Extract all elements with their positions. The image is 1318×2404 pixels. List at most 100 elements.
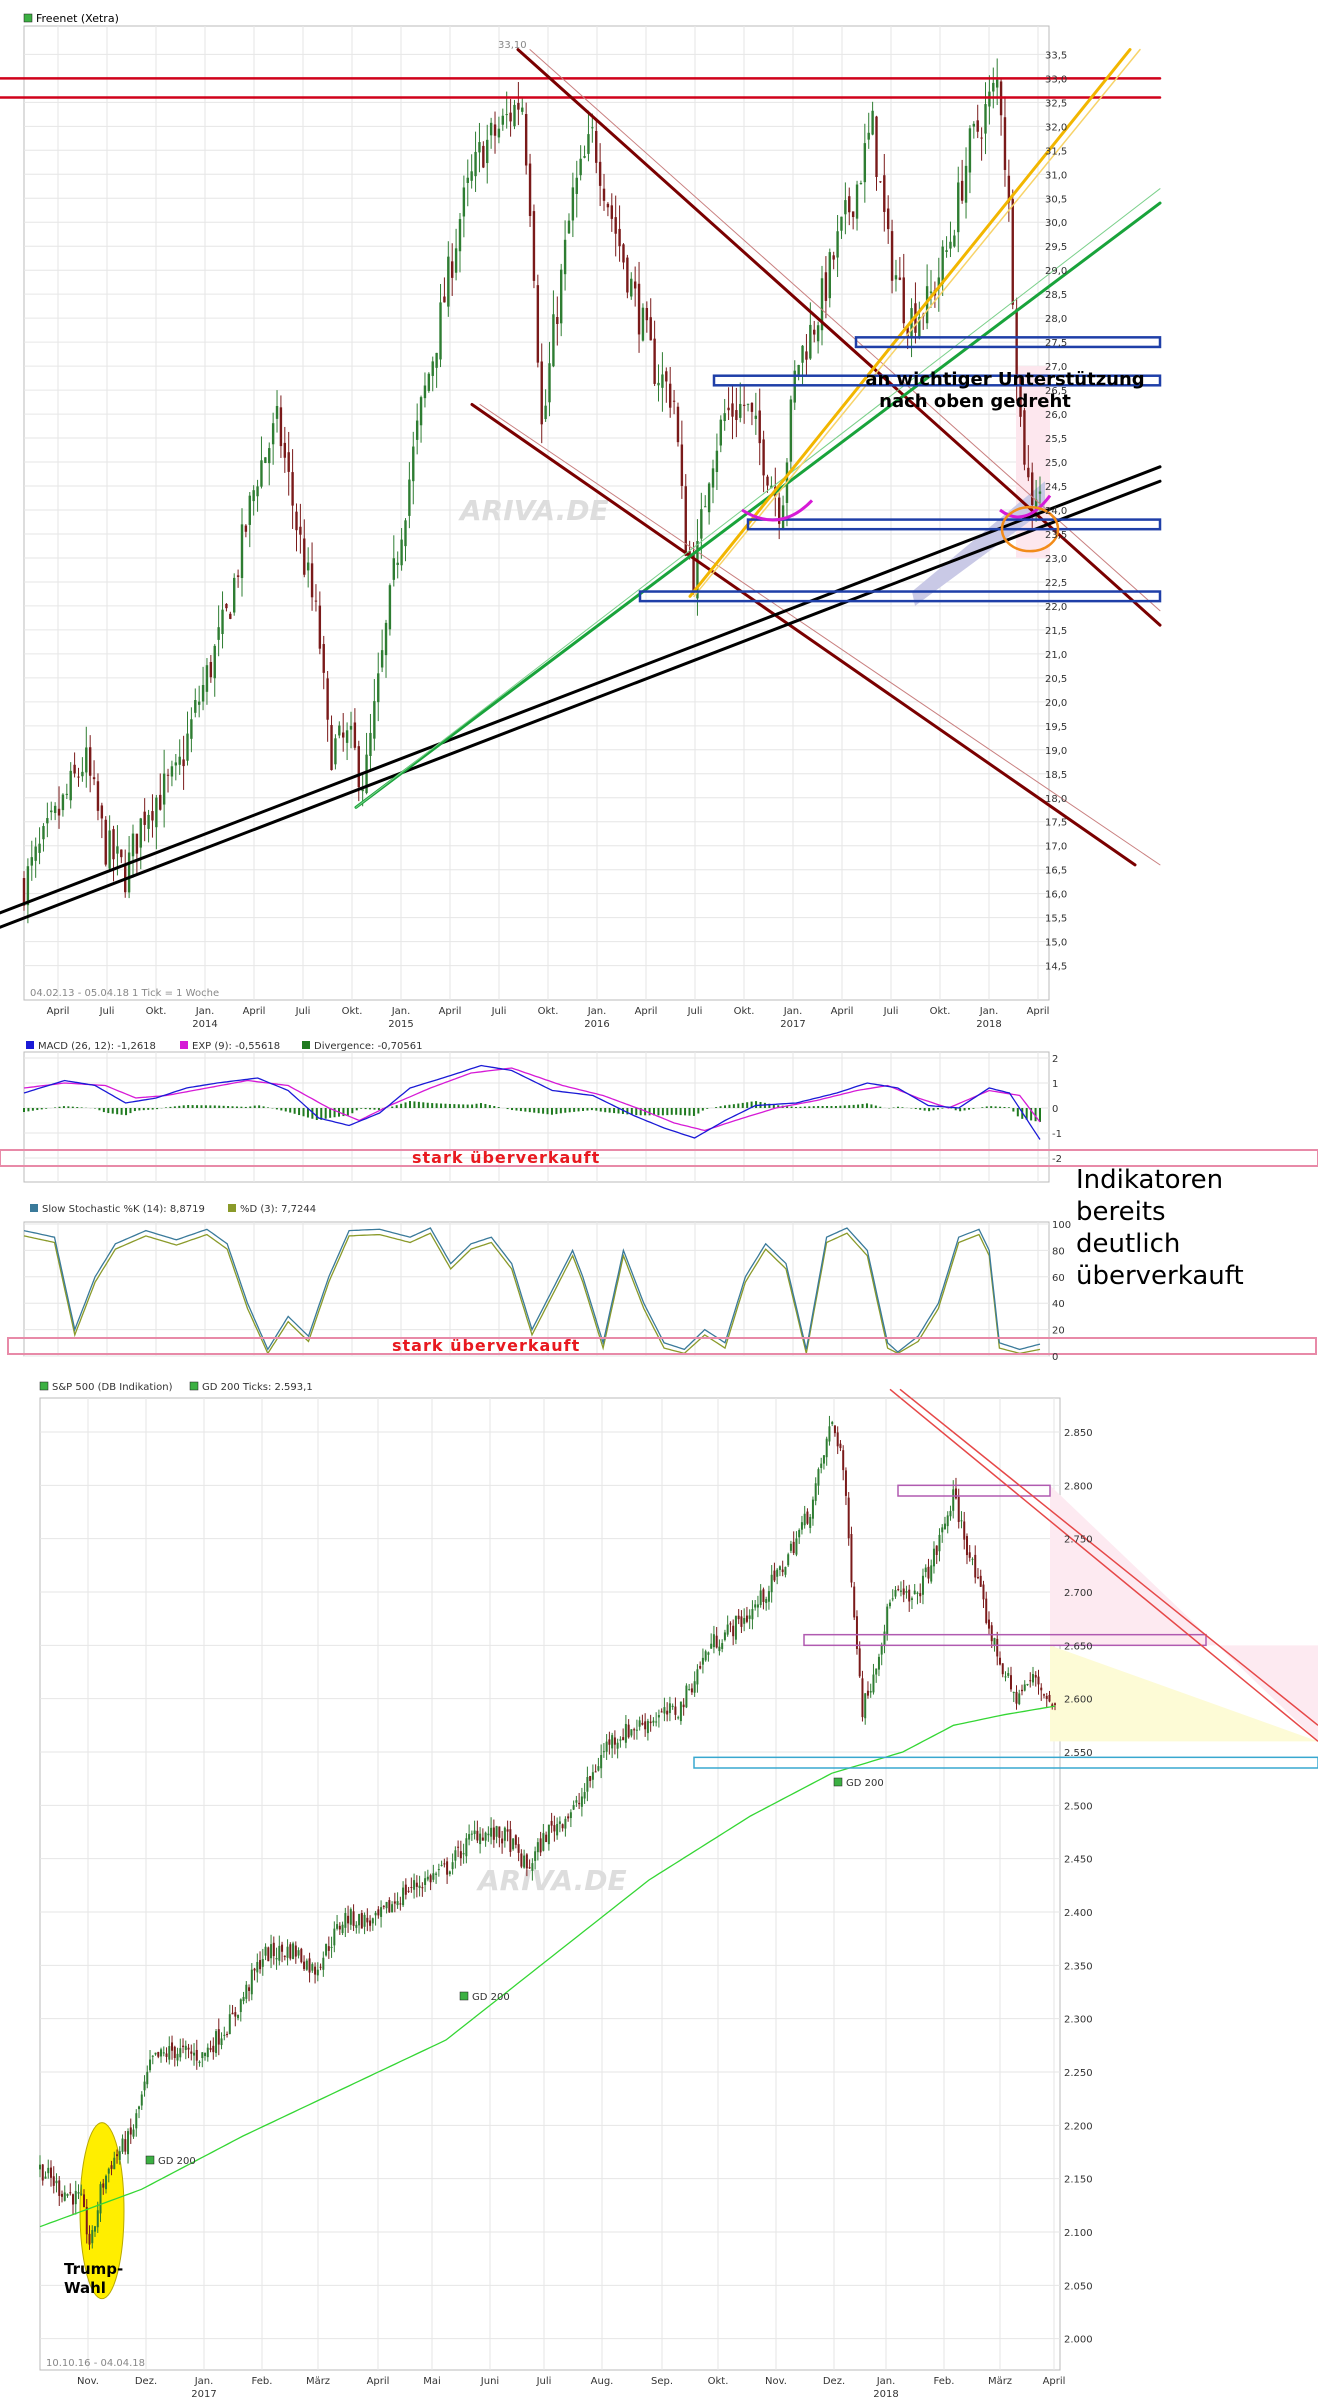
candle-body	[69, 2192, 72, 2194]
candle-body	[863, 143, 867, 183]
candle-body	[81, 771, 84, 777]
candle-body	[193, 2052, 196, 2056]
candle-body	[404, 1884, 407, 1895]
candle-body	[295, 511, 298, 531]
candle-body	[256, 486, 259, 497]
candle-body	[672, 400, 676, 402]
candle-body	[413, 1880, 416, 1890]
candle-body	[501, 1838, 504, 1844]
candle-body	[1011, 199, 1014, 305]
divergence-legend: Divergence: -0,70561	[314, 1041, 422, 1052]
candle-body	[910, 1598, 913, 1600]
candle-body	[558, 1821, 561, 1824]
candle-body	[998, 1657, 1001, 1665]
candle-body	[941, 1527, 944, 1533]
candle-body	[825, 1438, 828, 1458]
candle-body	[633, 1729, 636, 1731]
candle-body	[85, 2206, 88, 2235]
candle-body	[758, 410, 761, 444]
candle-body	[875, 1668, 878, 1675]
candle-body	[52, 2176, 55, 2186]
long-term-support	[0, 479, 1162, 929]
candle-body	[366, 1917, 369, 1923]
x-tick-label: Juli	[687, 1006, 703, 1017]
candle-body	[190, 719, 193, 739]
x-tick-label: April	[831, 1006, 854, 1017]
candle-body	[960, 180, 964, 201]
candle-body	[470, 1833, 473, 1835]
candle-body	[974, 1554, 977, 1578]
candle-body	[365, 754, 368, 794]
sp500-highlights	[79, 1485, 1318, 2300]
candle-body	[668, 1703, 671, 1714]
candle-body	[85, 747, 88, 773]
candle-body	[272, 1942, 275, 1957]
candle-body	[719, 419, 722, 446]
candle-body	[234, 2012, 237, 2017]
candle-body	[1001, 1663, 1004, 1675]
candle-body	[385, 1901, 388, 1909]
y-tick-label: 2.600	[1064, 1695, 1093, 1706]
x-tick-label: Juli	[883, 1006, 899, 1017]
x-tick-label: Nov.	[765, 2376, 787, 2387]
candle-body	[349, 1909, 352, 1925]
sp500-candles	[39, 1415, 1056, 2250]
candle-body	[94, 2226, 97, 2232]
candle-body	[264, 457, 267, 463]
candle-body	[571, 187, 575, 221]
candle-body	[879, 181, 882, 183]
candle-body	[112, 829, 115, 860]
candle-body	[902, 277, 905, 324]
candle-body	[671, 1705, 674, 1707]
candle-body	[707, 1652, 710, 1655]
candle-body	[271, 423, 275, 445]
x-tick-label: April	[1043, 2376, 1066, 2387]
y-tick-label: 21,5	[1045, 626, 1067, 637]
candle-body	[641, 307, 645, 341]
candle-body	[587, 134, 590, 154]
candle-body	[418, 1885, 421, 1888]
descending-channel-lower-thin	[479, 403, 1161, 866]
y-tick-label: 0	[1052, 1352, 1058, 1363]
candle-body	[357, 746, 360, 788]
candle-body	[55, 2180, 58, 2184]
candle-body	[993, 1638, 996, 1646]
candle-body	[338, 725, 341, 736]
x-tick-label: Juli	[536, 2376, 552, 2387]
support-circle	[1000, 505, 1060, 553]
candle-body	[187, 2047, 190, 2050]
y-tick-label: 2.050	[1064, 2281, 1093, 2292]
descending-line	[899, 1388, 1318, 1726]
y-tick-label: 22,0	[1045, 602, 1067, 613]
candle-body	[693, 1681, 696, 1693]
candle-body	[987, 1619, 990, 1629]
x-tick-label: Jan.	[587, 1006, 607, 1017]
candle-body	[333, 1928, 336, 1946]
candle-body	[550, 1820, 553, 1826]
y-tick-label: -2	[1052, 1154, 1062, 1165]
candle-body	[426, 1876, 429, 1880]
candle-body	[685, 1685, 688, 1708]
support-annotation-line2: nach oben gedreht	[879, 391, 1071, 412]
candle-body	[1007, 175, 1011, 203]
candle-body	[646, 1720, 649, 1734]
stochastic-lines	[23, 1227, 1041, 1355]
x-tick-year: 2015	[388, 1019, 413, 1030]
candle-body	[419, 397, 423, 426]
candle-body	[509, 1829, 512, 1852]
candle-body	[61, 2193, 64, 2197]
candle-body	[742, 404, 746, 406]
candle-body	[886, 1606, 889, 1635]
candle-body	[833, 1425, 836, 1434]
candle-body	[1029, 1680, 1032, 1682]
stochastic-y-axis: 100 80 60 40 20 0	[1052, 1220, 1071, 1363]
x-tick-label: Jan.	[194, 2376, 214, 2387]
candle-body	[692, 552, 695, 592]
candle-body	[765, 1598, 768, 1604]
pink-zone	[1050, 1485, 1318, 1742]
gd200-legend: GD 200 Ticks: 2.593,1	[202, 1382, 313, 1393]
candle-body	[531, 1863, 534, 1871]
candle-body	[104, 819, 107, 865]
y-tick-label: 32,0	[1045, 122, 1067, 133]
freenet-y-axis: 14,5 15,0 15,5 16,0 16,5 17,0 17,5 18,0 18,5 19,0…	[1045, 50, 1067, 972]
